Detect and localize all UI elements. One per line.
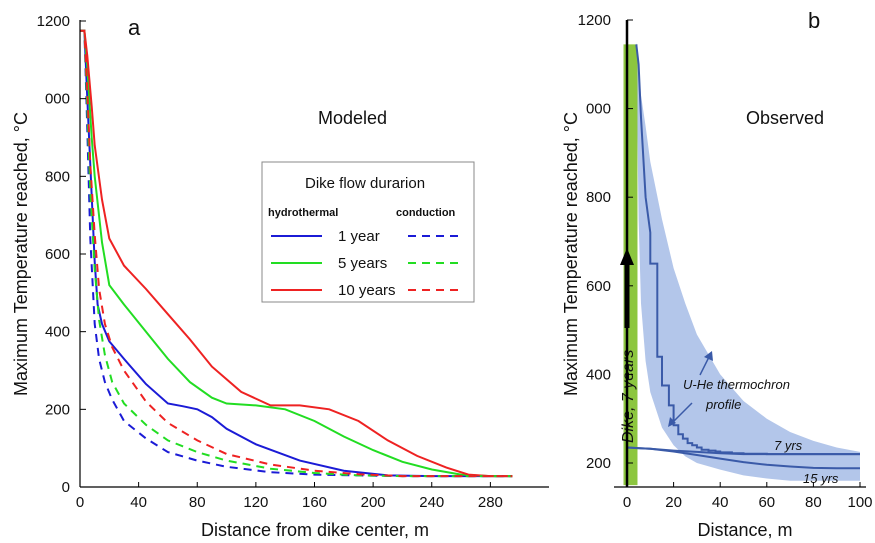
panel-b-letter: b: [808, 8, 820, 33]
panel-a-ytick-label: 000: [45, 91, 70, 108]
panel-a-series-line-hydrothermal-10-years: [80, 29, 513, 478]
panel-b-xtick-label: 0: [623, 494, 631, 511]
panel-b-envelope-layer: [636, 42, 860, 481]
panel-a-legend: Dike flow durarion hydrothermal conducti…: [261, 161, 475, 303]
panel-a-xtick-label: 280: [478, 494, 503, 511]
panel-a-ylabel: Maximum Temperature reached, °C: [11, 112, 31, 396]
legend-label: 1 year: [338, 228, 380, 245]
panel-a-xtick-label: 80: [189, 494, 206, 511]
panel-b-xtick-label: 40: [712, 494, 729, 511]
panel-b-ytick-label: 000: [586, 101, 611, 118]
thermochron-label: U-He thermochron profile: [683, 377, 790, 412]
panel-b-ytick-label: 400: [586, 366, 611, 383]
panel-b-ylabel: Maximum Temperature reached, °C: [561, 112, 581, 396]
panel-b-dike-layer: Dike, 7 years: [620, 44, 638, 486]
dike-label: Dike, 7 years: [620, 350, 637, 443]
panel-a-xtick-label: 160: [302, 494, 327, 511]
panel-b-annotation: Observed: [746, 108, 824, 128]
panel-a-ytick-label: 200: [45, 401, 70, 418]
panel-a-ticks: 0 40 80 120 160 200 240 280 0 200 400 600 800 000 1200: [37, 13, 503, 511]
panel-b: Dike, 7 years 7 yrs 15 yrs 0 20 40 60 80 100 20…: [561, 8, 873, 540]
panel-b-line-15-yrs: [626, 446, 860, 470]
legend-col-conduction: conduction: [396, 207, 456, 219]
panel-a-ytick-label: 600: [45, 246, 70, 263]
thermochron-arrow-up-head: [704, 351, 713, 361]
panel-b-ytick-label: 800: [586, 189, 611, 206]
panel-b-xtick-label: 20: [665, 494, 682, 511]
panel-b-line-thermochron-profile: [635, 44, 860, 456]
panel-a-series-layer: [80, 29, 513, 478]
panel-a-letter: a: [128, 15, 141, 40]
series-label-15yrs: 15 yrs: [803, 471, 839, 486]
panel-b-ticks: 0 20 40 60 80 100 200 400 600 800 000 1200: [578, 12, 873, 511]
panel-b-series-layer: 7 yrs 15 yrs: [626, 44, 860, 486]
panel-b-ytick-label: 600: [586, 278, 611, 295]
series-label-7yrs: 7 yrs: [774, 438, 803, 453]
thermochron-label-line2: profile: [705, 397, 741, 412]
thermochron-arrow-down-head: [668, 417, 676, 427]
legend-box: [261, 161, 475, 303]
panel-a-ytick-label: 800: [45, 168, 70, 185]
panel-b-ytick-label: 200: [586, 455, 611, 472]
panel-a-xtick-label: 200: [361, 494, 386, 511]
panel-b-xtick-label: 80: [805, 494, 822, 511]
legend-label: 5 years: [338, 255, 387, 272]
panel-a-xtick-label: 40: [130, 494, 147, 511]
panel-a-xtick-label: 120: [243, 494, 268, 511]
panel-a-series-line-conduction-1-year: [80, 29, 513, 478]
panel-a-series-line-conduction-5-years: [80, 29, 513, 478]
panel-a-xtick-label: 240: [419, 494, 444, 511]
thermochron-label-line1: U-He thermochron: [683, 377, 790, 392]
panel-b-xlabel: Distance, m: [697, 520, 792, 540]
legend-title: Dike flow durarion: [305, 175, 425, 192]
legend-col-hydrothermal: hydrothermal: [268, 207, 338, 219]
panel-b-ytick-label: 1200: [578, 12, 611, 29]
panel-a-annotation: Modeled: [318, 108, 387, 128]
panel-b-xtick-label: 100: [847, 494, 872, 511]
panel-a-ytick-label: 1200: [37, 13, 70, 30]
uncertainty-envelope: [636, 42, 860, 481]
panel-a-xtick-label: 0: [76, 494, 84, 511]
panel-a: 0 40 80 120 160 200 240 280 0 200 400 600 800 000 1200…: [11, 13, 549, 540]
panel-a-ytick-label: 400: [45, 324, 70, 341]
panel-a-xlabel: Distance from dike center, m: [201, 520, 429, 540]
panel-a-ytick-label: 0: [62, 479, 70, 496]
panel-b-xtick-label: 60: [758, 494, 775, 511]
legend-label: 10 years: [338, 282, 396, 299]
panel-a-series-line-hydrothermal-5-years: [80, 29, 513, 478]
